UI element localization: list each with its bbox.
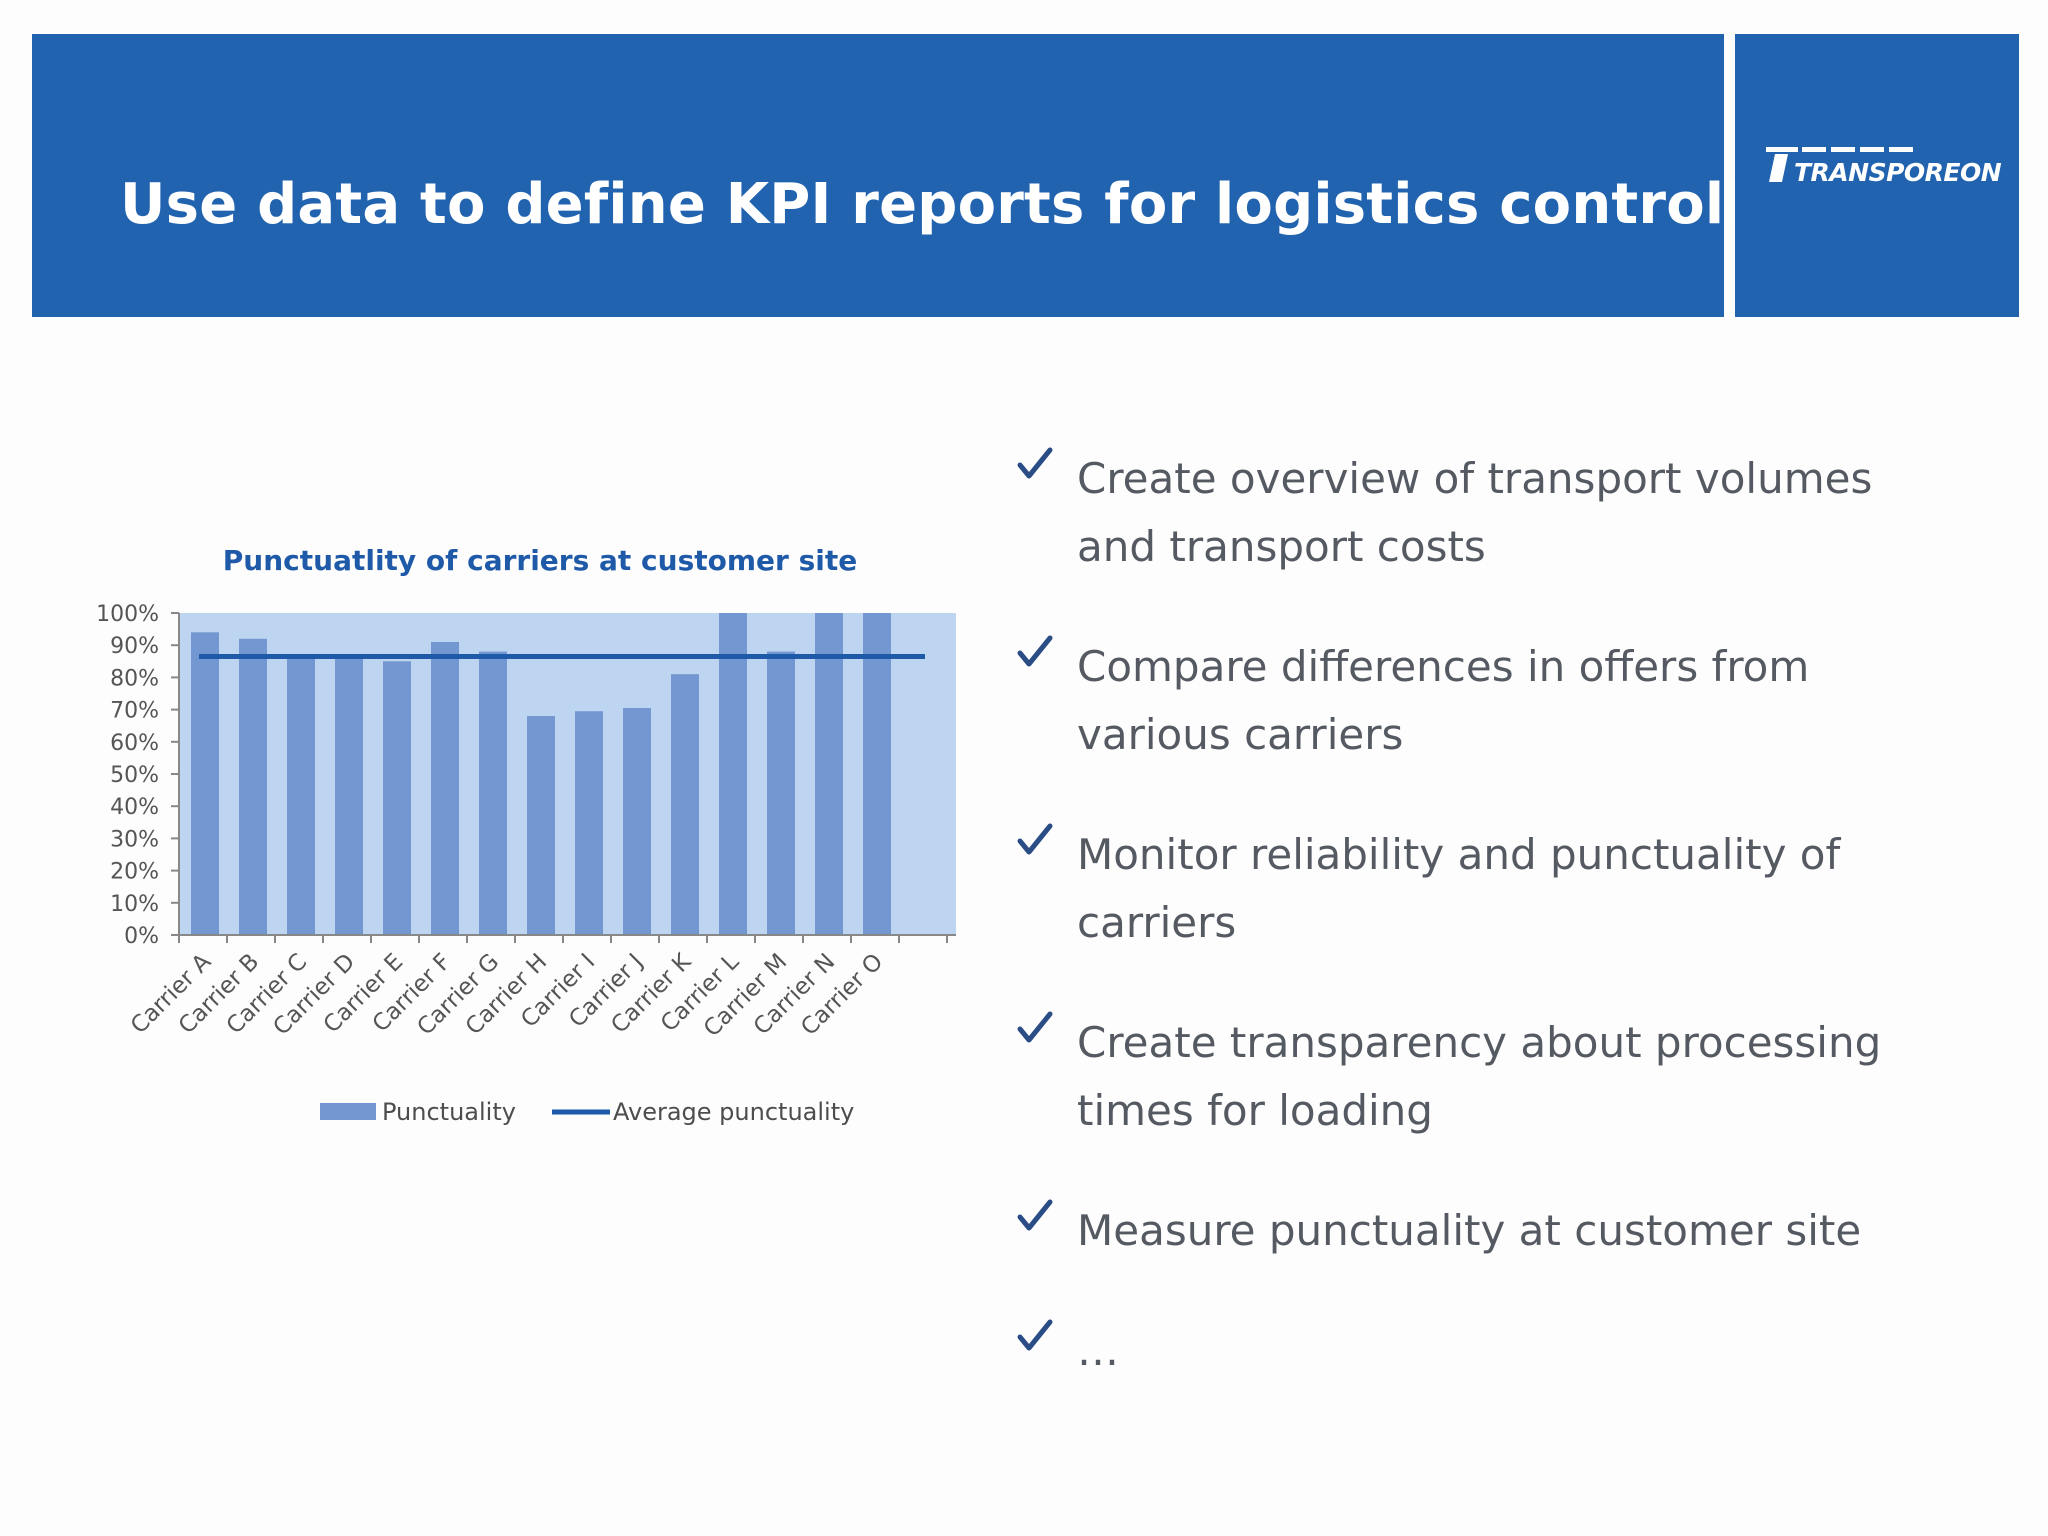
benefit-line: Create overview of transport volumes [1077, 454, 1873, 503]
chart-legend: Punctuality Average punctuality [320, 1098, 854, 1126]
benefit-line: various carriers [1077, 710, 1404, 759]
bar-carrier-l [719, 613, 747, 935]
benefit-item: … [1015, 1317, 2015, 1385]
benefit-item: Create transparency about processing time… [1015, 1009, 2015, 1145]
y-tick-label: 100% [96, 602, 159, 627]
checkmark-icon [1017, 823, 1053, 855]
bar-carrier-n [815, 613, 843, 935]
y-tick-label: 50% [110, 763, 159, 788]
bar-carrier-e [383, 661, 411, 935]
benefit-line: Compare differences in offers from [1077, 642, 1810, 691]
transporeon-logo-icon: TRANSPOREON [1758, 140, 2002, 190]
bar-carrier-a [191, 632, 219, 935]
legend-label-punctuality: Punctuality [382, 1098, 516, 1126]
punctuality-chart: Punctuatlity of carriers at customer sit… [70, 544, 970, 1145]
bar-carrier-b [239, 638, 267, 935]
chart-svg: Punctuatlity of carriers at customer sit… [96, 544, 956, 1126]
benefit-list: Create overview of transport volumes and … [1015, 445, 2015, 1437]
bar-carrier-f [431, 641, 459, 935]
bar-carrier-i [575, 711, 603, 935]
y-tick-label: 70% [110, 699, 159, 724]
bar-carrier-m [767, 651, 795, 935]
slide-title: Use data to define KPI reports for logis… [120, 172, 1844, 237]
bar-carrier-o [863, 613, 891, 935]
checkmark-icon [1017, 1199, 1053, 1231]
benefit-line: carriers [1077, 898, 1237, 947]
chart-title: Punctuatlity of carriers at customer sit… [223, 545, 857, 577]
bar-carrier-c [287, 654, 315, 935]
checkmark-icon [1017, 1319, 1053, 1351]
checkmark-icon [1017, 447, 1053, 479]
benefit-line: Monitor reliability and punctuality of [1077, 830, 1841, 879]
bar-carrier-k [671, 674, 699, 935]
benefit-item: Compare differences in offers from variou… [1015, 633, 2015, 769]
y-tick-label: 80% [110, 666, 159, 691]
checkmark-icon [1017, 635, 1053, 667]
y-tick-label: 10% [110, 892, 159, 917]
benefit-line: Measure punctuality at customer site [1077, 1206, 1862, 1255]
bar-carrier-j [623, 707, 651, 935]
benefit-item: Measure punctuality at customer site [1015, 1197, 2015, 1265]
header-band: Use data to define KPI reports for logis… [32, 34, 1843, 317]
legend-swatch-punctuality [320, 1103, 376, 1120]
y-tick-label: 90% [110, 634, 159, 659]
legend-label-average: Average punctuality [613, 1098, 854, 1126]
benefit-item: Monitor reliability and punctuality of ca… [1015, 821, 2015, 957]
benefit-line: … [1077, 1326, 1119, 1375]
checkmark-icon [1017, 1011, 1053, 1043]
y-tick-label: 40% [110, 795, 159, 820]
benefit-line: times for loading [1077, 1086, 1433, 1135]
benefit-item: Create overview of transport volumes and … [1015, 445, 2015, 581]
bar-carrier-d [335, 658, 363, 935]
y-tick-label: 60% [110, 731, 159, 756]
bars-layer [191, 613, 891, 935]
y-tick-label: 20% [110, 860, 159, 885]
y-tick-label: 30% [110, 827, 159, 852]
benefit-line: Create transparency about processing [1077, 1018, 1882, 1067]
logo-text: TRANSPOREON [1794, 158, 2002, 187]
benefit-line: and transport costs [1077, 522, 1486, 571]
bar-carrier-g [479, 651, 507, 935]
logo-mark-icon [1766, 147, 1913, 182]
y-tick-label: 0% [124, 924, 159, 949]
bar-carrier-h [527, 716, 555, 935]
